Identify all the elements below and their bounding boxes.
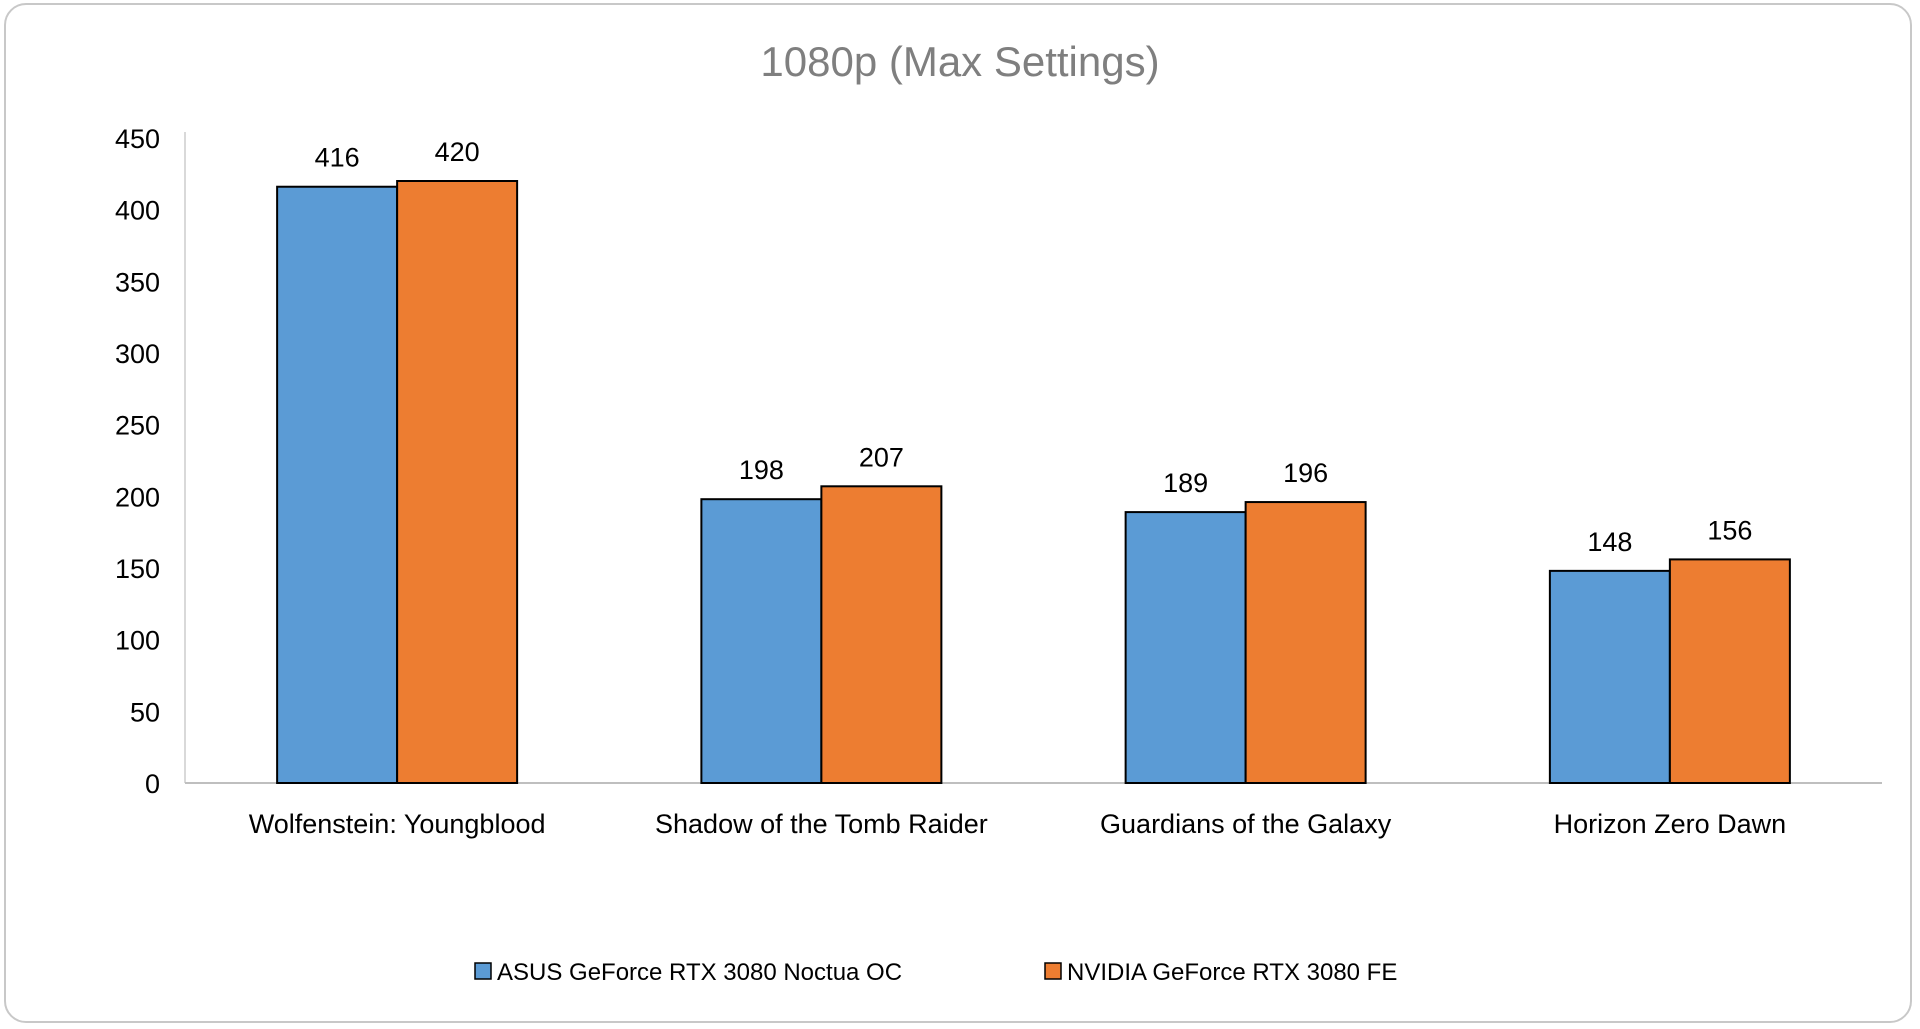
bar [820, 485, 943, 784]
data-label: 198 [739, 455, 784, 485]
chart-title: 1080p (Max Settings) [760, 38, 1159, 85]
y-tick-label: 150 [115, 554, 160, 584]
bar [700, 498, 823, 784]
category-label: Horizon Zero Dawn [1554, 809, 1787, 839]
y-tick-label: 0 [145, 769, 160, 799]
y-tick-label: 450 [115, 124, 160, 154]
y-tick-label: 400 [115, 196, 160, 226]
y-tick-label: 250 [115, 411, 160, 441]
data-label: 420 [435, 137, 480, 167]
category-label: Shadow of the Tomb Raider [655, 809, 988, 839]
legend-swatch [474, 962, 492, 980]
legend-label: NVIDIA GeForce RTX 3080 FE [1067, 959, 1397, 986]
data-label: 416 [315, 143, 360, 173]
data-label: 207 [859, 442, 904, 472]
category-label: Guardians of the Galaxy [1100, 809, 1392, 839]
y-tick-label: 100 [115, 626, 160, 656]
data-label: 196 [1283, 458, 1328, 488]
bar [276, 185, 399, 784]
y-tick-label: 50 [130, 697, 160, 727]
category-label: Wolfenstein: Youngblood [249, 809, 546, 839]
bar [1668, 558, 1791, 785]
y-tick-label: 300 [115, 339, 160, 369]
bar [396, 180, 519, 784]
bar [1124, 511, 1247, 784]
bar [1548, 569, 1671, 784]
bar [1244, 501, 1367, 784]
legend-label: ASUS GeForce RTX 3080 Noctua OC [497, 959, 902, 986]
data-label: 189 [1163, 468, 1208, 498]
data-label: 156 [1707, 515, 1752, 545]
legend-swatch [1044, 962, 1062, 980]
data-label: 148 [1587, 527, 1632, 557]
y-tick-label: 350 [115, 267, 160, 297]
y-tick-label: 200 [115, 482, 160, 512]
